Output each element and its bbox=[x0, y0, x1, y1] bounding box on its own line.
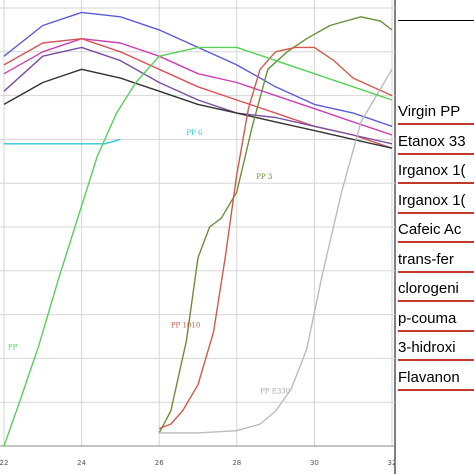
annotation-layer: PP 6 PP 3 PP 1010 PP E330 PP bbox=[8, 129, 290, 395]
legend-swatch bbox=[398, 388, 474, 391]
series-line-10 bbox=[3, 46, 393, 447]
x-tick-label: 28 bbox=[232, 459, 241, 467]
legend-entry: 3-hidroxi bbox=[398, 339, 456, 356]
x-tick-label: 22 bbox=[0, 459, 8, 467]
legend-entry: Cafeic Ac bbox=[398, 221, 462, 238]
legend-top-border bbox=[398, 20, 474, 21]
grid bbox=[0, 0, 395, 447]
x-tick-label: 30 bbox=[310, 459, 319, 467]
legend-swatch bbox=[398, 241, 474, 243]
series-line-6 bbox=[4, 138, 121, 145]
series-line-7 bbox=[158, 16, 393, 434]
series-annotation: PP 3 bbox=[256, 173, 272, 181]
series-layer bbox=[3, 11, 393, 447]
legend-swatch bbox=[398, 329, 474, 332]
series-line-4 bbox=[3, 46, 393, 145]
legend-entry: clorogeni bbox=[398, 280, 459, 297]
x-tick-label: 32 bbox=[388, 459, 397, 467]
x-tick-label: 24 bbox=[77, 459, 86, 467]
series-annotation: PP bbox=[8, 344, 18, 352]
series-line-5 bbox=[3, 68, 393, 149]
legend-swatch bbox=[398, 300, 474, 302]
legend-swatch bbox=[398, 152, 474, 155]
legend-entry: Virgin PP bbox=[398, 103, 461, 120]
legend: Virgin PP Etanox 33 Irganox 1( Irganox 1( Ca… bbox=[398, 0, 474, 474]
legend-swatch bbox=[398, 123, 474, 125]
x-tick-label: 26 bbox=[155, 459, 164, 467]
legend-entry: Flavanon bbox=[398, 368, 460, 386]
series-annotation: PP 6 bbox=[186, 129, 203, 137]
legend-entry: trans-fer bbox=[398, 250, 454, 268]
legend-entry: p-couma bbox=[398, 309, 457, 327]
legend-swatch bbox=[398, 182, 474, 184]
legend-swatch bbox=[398, 359, 474, 361]
legend-entry: Irganox 1( bbox=[398, 191, 466, 209]
series-line-8 bbox=[158, 46, 393, 430]
legend-swatch bbox=[398, 270, 474, 273]
series-line-9 bbox=[159, 68, 393, 434]
plot-background bbox=[0, 0, 398, 474]
plot-area bbox=[0, 0, 398, 474]
legend-swatch bbox=[398, 211, 474, 214]
series-annotation: PP 1010 bbox=[171, 322, 200, 330]
series-annotation: PP E330 bbox=[260, 387, 290, 395]
legend-entry: Etanox 33 bbox=[398, 132, 466, 150]
x-tick-labels: 22 24 26 28 30 32 bbox=[0, 459, 396, 467]
legend-entry: Irganox 1( bbox=[398, 162, 466, 179]
series-line-2 bbox=[3, 38, 393, 136]
